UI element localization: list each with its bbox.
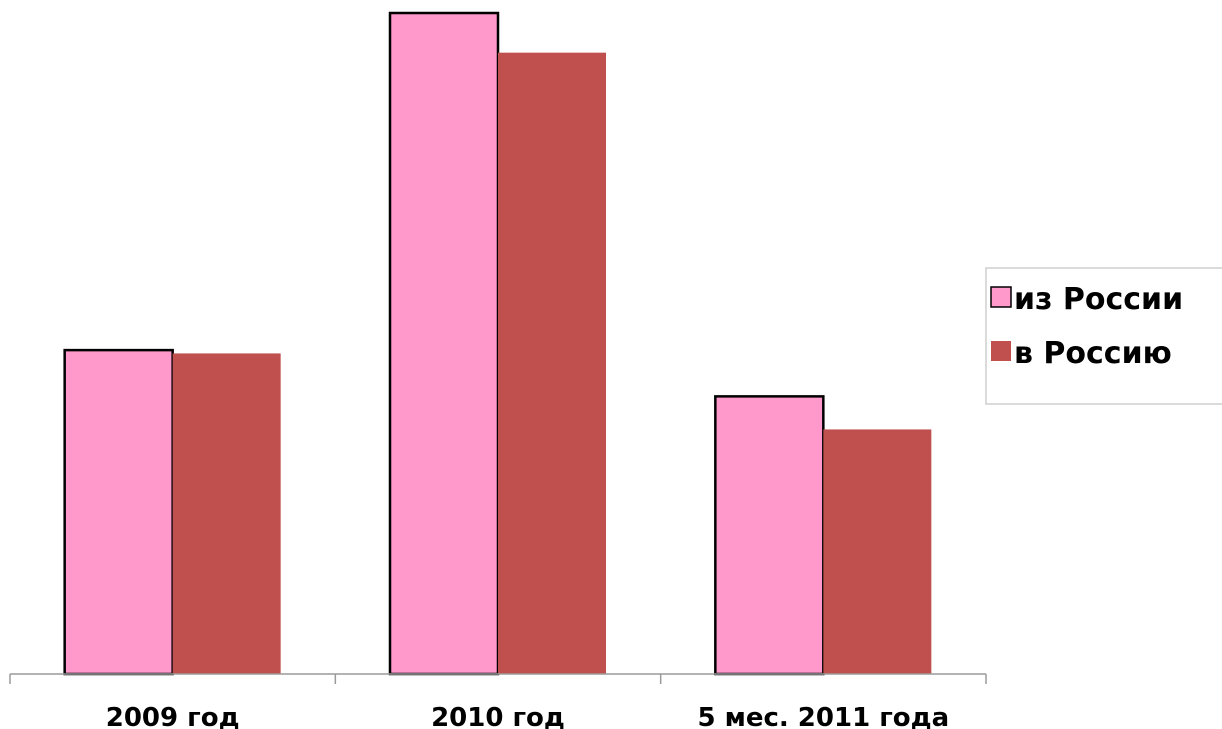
legend: из России в Россию [985,267,1222,405]
bar-series-2-category-3 [823,429,932,674]
x-axis-ticks [9,674,987,684]
legend-label-series-2: в Россию [1014,336,1172,371]
legend-frame [985,267,1222,405]
bar-series-2-category-2 [498,52,606,675]
legend-items: из России в Россию [990,282,1183,371]
bars-layer [63,11,932,676]
bar-series-1-category-3 [714,395,825,676]
bar-series-1-category-2 [388,11,500,676]
x-axis-tick-labels: 2009 год 2010 год 5 мес. 2011 года [106,703,949,729]
x-tick-label: 2009 год [106,703,240,729]
bar-series-2-category-1 [172,353,281,674]
x-tick-label: 2010 год [431,703,565,729]
x-tick-label: 5 мес. 2011 года [697,703,949,729]
legend-swatch-series-1 [990,286,1012,308]
legend-label-series-1: из России [1014,282,1183,317]
legend-swatch-series-2 [991,341,1011,361]
bar-series-1-category-1 [63,348,174,676]
